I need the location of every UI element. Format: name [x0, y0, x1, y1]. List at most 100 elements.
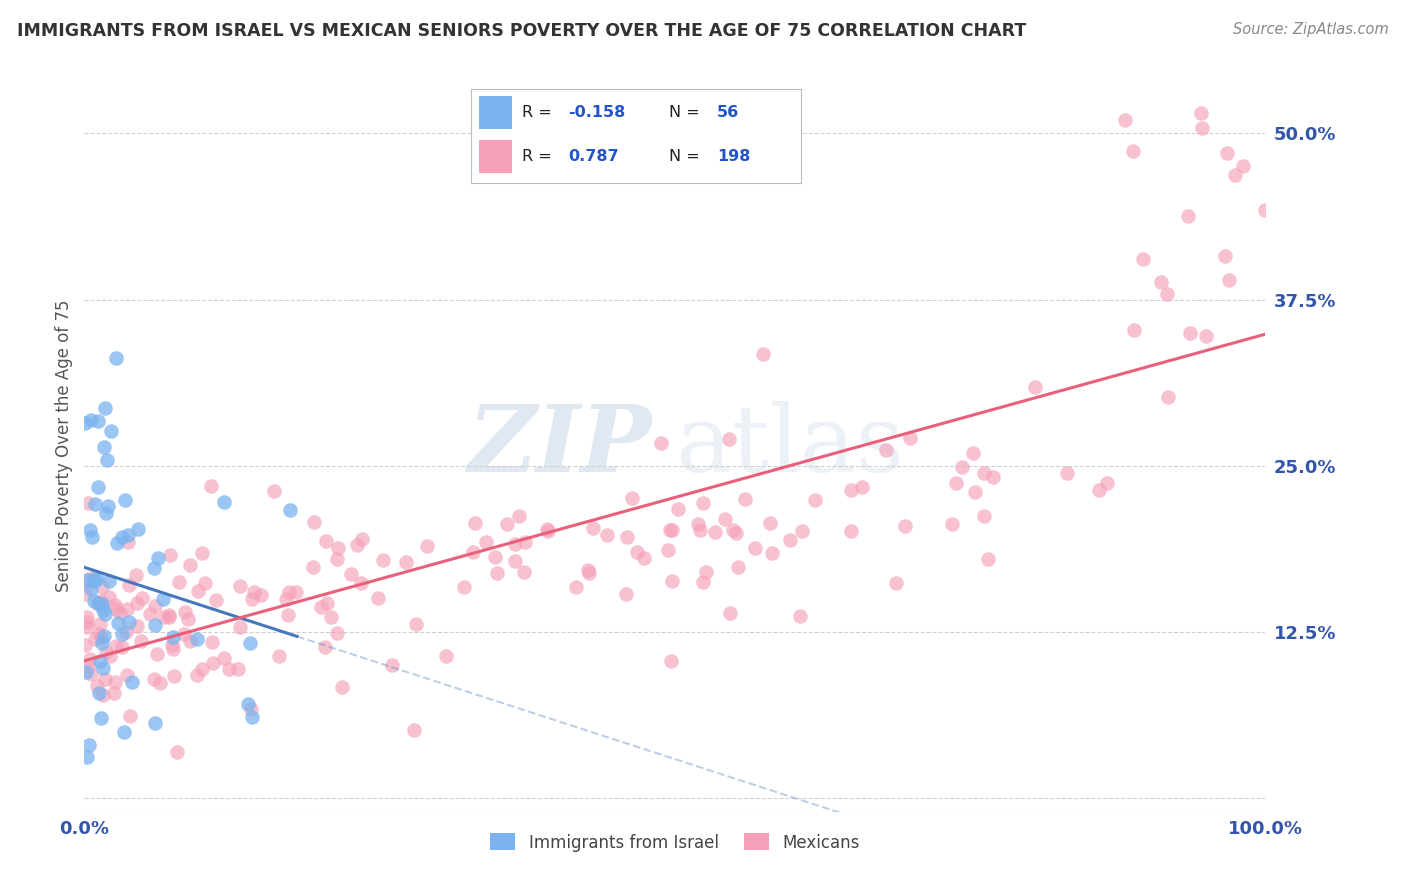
- Point: [110, 606, 132, 620]
- Point: [727, 560, 749, 574]
- Point: [752, 347, 775, 361]
- Point: [875, 442, 897, 457]
- Point: [117, 534, 139, 549]
- Point: [692, 496, 714, 510]
- Point: [981, 470, 1004, 484]
- Point: [894, 519, 917, 533]
- Point: [103, 686, 125, 700]
- Point: [240, 591, 263, 606]
- Point: [118, 578, 141, 592]
- FancyBboxPatch shape: [479, 140, 512, 173]
- Point: [179, 633, 201, 648]
- Point: [91, 661, 114, 675]
- Point: [84, 632, 107, 646]
- Point: [661, 523, 683, 537]
- Point: [596, 528, 619, 542]
- Point: [941, 517, 963, 532]
- Point: [761, 546, 783, 560]
- Point: [143, 716, 166, 731]
- Point: [513, 535, 536, 549]
- Text: atlas: atlas: [675, 401, 904, 491]
- Point: [194, 576, 217, 591]
- Point: [977, 551, 1000, 566]
- Point: [75, 665, 97, 679]
- Point: [157, 610, 180, 624]
- Point: [790, 524, 813, 539]
- Point: [179, 558, 201, 573]
- Point: [200, 479, 222, 493]
- Point: [143, 599, 166, 613]
- Point: [160, 638, 183, 652]
- Point: [884, 575, 907, 590]
- Point: [1132, 252, 1154, 267]
- Point: [80, 530, 103, 544]
- Legend: Immigrants from Israel, Mexicans: Immigrants from Israel, Mexicans: [484, 827, 866, 858]
- Point: [90, 594, 112, 608]
- Point: [371, 553, 394, 567]
- Point: [91, 603, 114, 617]
- Point: [163, 669, 186, 683]
- Point: [950, 460, 973, 475]
- Point: [1056, 466, 1078, 480]
- Point: [83, 572, 105, 586]
- Point: [94, 401, 117, 415]
- Point: [121, 674, 143, 689]
- Point: [111, 627, 134, 641]
- Point: [536, 522, 558, 536]
- Point: [267, 649, 290, 664]
- Point: [724, 526, 747, 541]
- Point: [77, 574, 100, 589]
- Point: [475, 535, 498, 549]
- Text: N =: N =: [669, 105, 700, 120]
- Point: [77, 659, 100, 673]
- Point: [86, 679, 108, 693]
- Point: [1123, 323, 1146, 337]
- Text: -0.158: -0.158: [568, 105, 626, 120]
- Point: [91, 688, 114, 702]
- Point: [89, 616, 111, 631]
- Point: [661, 574, 683, 588]
- Point: [945, 475, 967, 490]
- Point: [1232, 160, 1254, 174]
- Point: [1216, 146, 1239, 161]
- Point: [839, 483, 862, 498]
- Point: [695, 565, 717, 579]
- Point: [76, 573, 98, 587]
- Point: [212, 495, 235, 509]
- Point: [226, 662, 249, 676]
- Point: [717, 433, 740, 447]
- Point: [218, 662, 240, 676]
- Text: Source: ZipAtlas.com: Source: ZipAtlas.com: [1233, 22, 1389, 37]
- Point: [689, 524, 711, 538]
- Point: [76, 496, 98, 510]
- Point: [686, 517, 709, 532]
- Point: [315, 596, 337, 610]
- Point: [93, 672, 115, 686]
- Point: [146, 551, 169, 566]
- Point: [96, 645, 118, 659]
- Point: [661, 654, 683, 668]
- Point: [239, 636, 262, 650]
- Point: [346, 538, 368, 552]
- Point: [229, 620, 252, 634]
- Point: [111, 640, 134, 654]
- Point: [115, 602, 138, 616]
- Point: [704, 525, 727, 540]
- Point: [149, 676, 172, 690]
- Point: [851, 480, 873, 494]
- Point: [96, 506, 118, 520]
- Point: [326, 541, 349, 555]
- Point: [87, 414, 110, 428]
- Point: [114, 625, 136, 640]
- Point: [75, 638, 97, 652]
- Point: [804, 492, 827, 507]
- Point: [436, 648, 458, 663]
- Point: [626, 545, 648, 559]
- Point: [80, 582, 103, 596]
- Point: [75, 587, 97, 601]
- Point: [162, 630, 184, 644]
- Point: [503, 537, 526, 551]
- Point: [84, 498, 107, 512]
- Point: [277, 585, 299, 599]
- Point: [142, 672, 165, 686]
